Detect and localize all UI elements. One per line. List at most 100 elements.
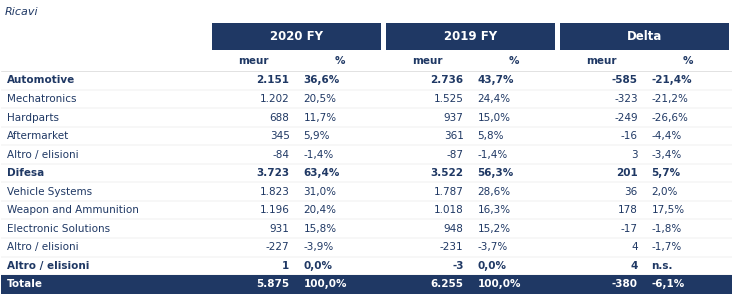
Text: Vehicle Systems: Vehicle Systems bbox=[7, 187, 92, 197]
Text: -231: -231 bbox=[440, 242, 463, 252]
Text: 361: 361 bbox=[443, 131, 463, 141]
Text: -227: -227 bbox=[266, 242, 290, 252]
Text: -3,4%: -3,4% bbox=[652, 150, 682, 160]
Text: Hardparts: Hardparts bbox=[7, 113, 59, 122]
Text: Ricavi: Ricavi bbox=[5, 7, 39, 17]
Text: -1,8%: -1,8% bbox=[652, 224, 682, 234]
Text: 24,4%: 24,4% bbox=[477, 94, 511, 104]
Text: -21,2%: -21,2% bbox=[652, 94, 688, 104]
Text: 2.736: 2.736 bbox=[430, 76, 463, 86]
Text: 11,7%: 11,7% bbox=[303, 113, 336, 122]
Text: 1.202: 1.202 bbox=[259, 94, 290, 104]
Text: 56,3%: 56,3% bbox=[477, 168, 514, 178]
Text: Altro / elisioni: Altro / elisioni bbox=[7, 150, 78, 160]
Text: 20,5%: 20,5% bbox=[303, 94, 336, 104]
Text: Totale: Totale bbox=[7, 279, 43, 289]
Text: 43,7%: 43,7% bbox=[477, 76, 514, 86]
Bar bbox=[555, 23, 561, 50]
Text: 15,2%: 15,2% bbox=[477, 224, 511, 234]
Bar bbox=[386, 23, 555, 50]
Text: 100,0%: 100,0% bbox=[303, 279, 347, 289]
Text: -16: -16 bbox=[621, 131, 638, 141]
Text: 28,6%: 28,6% bbox=[477, 187, 511, 197]
Text: -3,9%: -3,9% bbox=[303, 242, 334, 252]
Text: -1,7%: -1,7% bbox=[652, 242, 682, 252]
Text: 5,7%: 5,7% bbox=[652, 168, 681, 178]
Text: 2.151: 2.151 bbox=[257, 76, 290, 86]
Text: 1.525: 1.525 bbox=[434, 94, 463, 104]
Text: 1.018: 1.018 bbox=[434, 205, 463, 215]
Bar bbox=[213, 23, 380, 50]
Text: -1,4%: -1,4% bbox=[303, 150, 334, 160]
Text: Delta: Delta bbox=[627, 30, 663, 43]
Text: Altro / elisioni: Altro / elisioni bbox=[7, 261, 89, 271]
Text: meur: meur bbox=[237, 56, 268, 66]
Text: 0,0%: 0,0% bbox=[303, 261, 333, 271]
Text: -3: -3 bbox=[452, 261, 463, 271]
Text: 3.723: 3.723 bbox=[257, 168, 290, 178]
Text: Automotive: Automotive bbox=[7, 76, 75, 86]
Text: 31,0%: 31,0% bbox=[303, 187, 336, 197]
Text: -585: -585 bbox=[611, 76, 638, 86]
Text: meur: meur bbox=[586, 56, 616, 66]
Text: 5,8%: 5,8% bbox=[477, 131, 504, 141]
Text: -87: -87 bbox=[446, 150, 463, 160]
Text: 4: 4 bbox=[630, 261, 638, 271]
Text: 931: 931 bbox=[270, 224, 290, 234]
Text: -26,6%: -26,6% bbox=[652, 113, 688, 122]
Bar bbox=[1, 275, 732, 294]
Text: Mechatronics: Mechatronics bbox=[7, 94, 76, 104]
Text: -380: -380 bbox=[611, 279, 638, 289]
Text: 2020 FY: 2020 FY bbox=[270, 30, 323, 43]
Text: 63,4%: 63,4% bbox=[303, 168, 340, 178]
Text: 36: 36 bbox=[625, 187, 638, 197]
Text: -249: -249 bbox=[614, 113, 638, 122]
Text: 948: 948 bbox=[443, 224, 463, 234]
Text: 36,6%: 36,6% bbox=[303, 76, 339, 86]
Bar bbox=[561, 23, 729, 50]
Text: meur: meur bbox=[412, 56, 442, 66]
Text: 0,0%: 0,0% bbox=[477, 261, 507, 271]
Text: 1: 1 bbox=[282, 261, 290, 271]
Text: -17: -17 bbox=[621, 224, 638, 234]
Text: -84: -84 bbox=[273, 150, 290, 160]
Text: 15,0%: 15,0% bbox=[477, 113, 510, 122]
Text: 5.875: 5.875 bbox=[257, 279, 290, 289]
Text: 3.522: 3.522 bbox=[430, 168, 463, 178]
Text: %: % bbox=[335, 56, 345, 66]
Text: n.s.: n.s. bbox=[652, 261, 673, 271]
Text: Difesa: Difesa bbox=[7, 168, 44, 178]
Text: 6.255: 6.255 bbox=[430, 279, 463, 289]
Text: 1.787: 1.787 bbox=[434, 187, 463, 197]
Text: Altro / elisioni: Altro / elisioni bbox=[7, 242, 78, 252]
Text: -1,4%: -1,4% bbox=[477, 150, 508, 160]
Text: 345: 345 bbox=[270, 131, 290, 141]
Text: -4,4%: -4,4% bbox=[652, 131, 682, 141]
Text: 688: 688 bbox=[270, 113, 290, 122]
Bar bbox=[380, 23, 386, 50]
Text: Aftermarket: Aftermarket bbox=[7, 131, 69, 141]
Text: 1.196: 1.196 bbox=[259, 205, 290, 215]
Text: 3: 3 bbox=[631, 150, 638, 160]
Text: 100,0%: 100,0% bbox=[477, 279, 521, 289]
Text: Electronic Solutions: Electronic Solutions bbox=[7, 224, 110, 234]
Text: 2019 FY: 2019 FY bbox=[444, 30, 497, 43]
Text: 20,4%: 20,4% bbox=[303, 205, 336, 215]
Text: 5,9%: 5,9% bbox=[303, 131, 330, 141]
Text: -21,4%: -21,4% bbox=[652, 76, 692, 86]
Text: 16,3%: 16,3% bbox=[477, 205, 511, 215]
Text: 1.823: 1.823 bbox=[259, 187, 290, 197]
Text: %: % bbox=[509, 56, 519, 66]
Text: 178: 178 bbox=[618, 205, 638, 215]
Text: 15,8%: 15,8% bbox=[303, 224, 336, 234]
Text: Weapon and Ammunition: Weapon and Ammunition bbox=[7, 205, 139, 215]
Text: 201: 201 bbox=[616, 168, 638, 178]
Text: -6,1%: -6,1% bbox=[652, 279, 685, 289]
Text: -3,7%: -3,7% bbox=[477, 242, 508, 252]
Text: %: % bbox=[683, 56, 693, 66]
Text: 4: 4 bbox=[631, 242, 638, 252]
Text: 937: 937 bbox=[443, 113, 463, 122]
Text: -323: -323 bbox=[614, 94, 638, 104]
Text: 2,0%: 2,0% bbox=[652, 187, 678, 197]
Text: 17,5%: 17,5% bbox=[652, 205, 685, 215]
